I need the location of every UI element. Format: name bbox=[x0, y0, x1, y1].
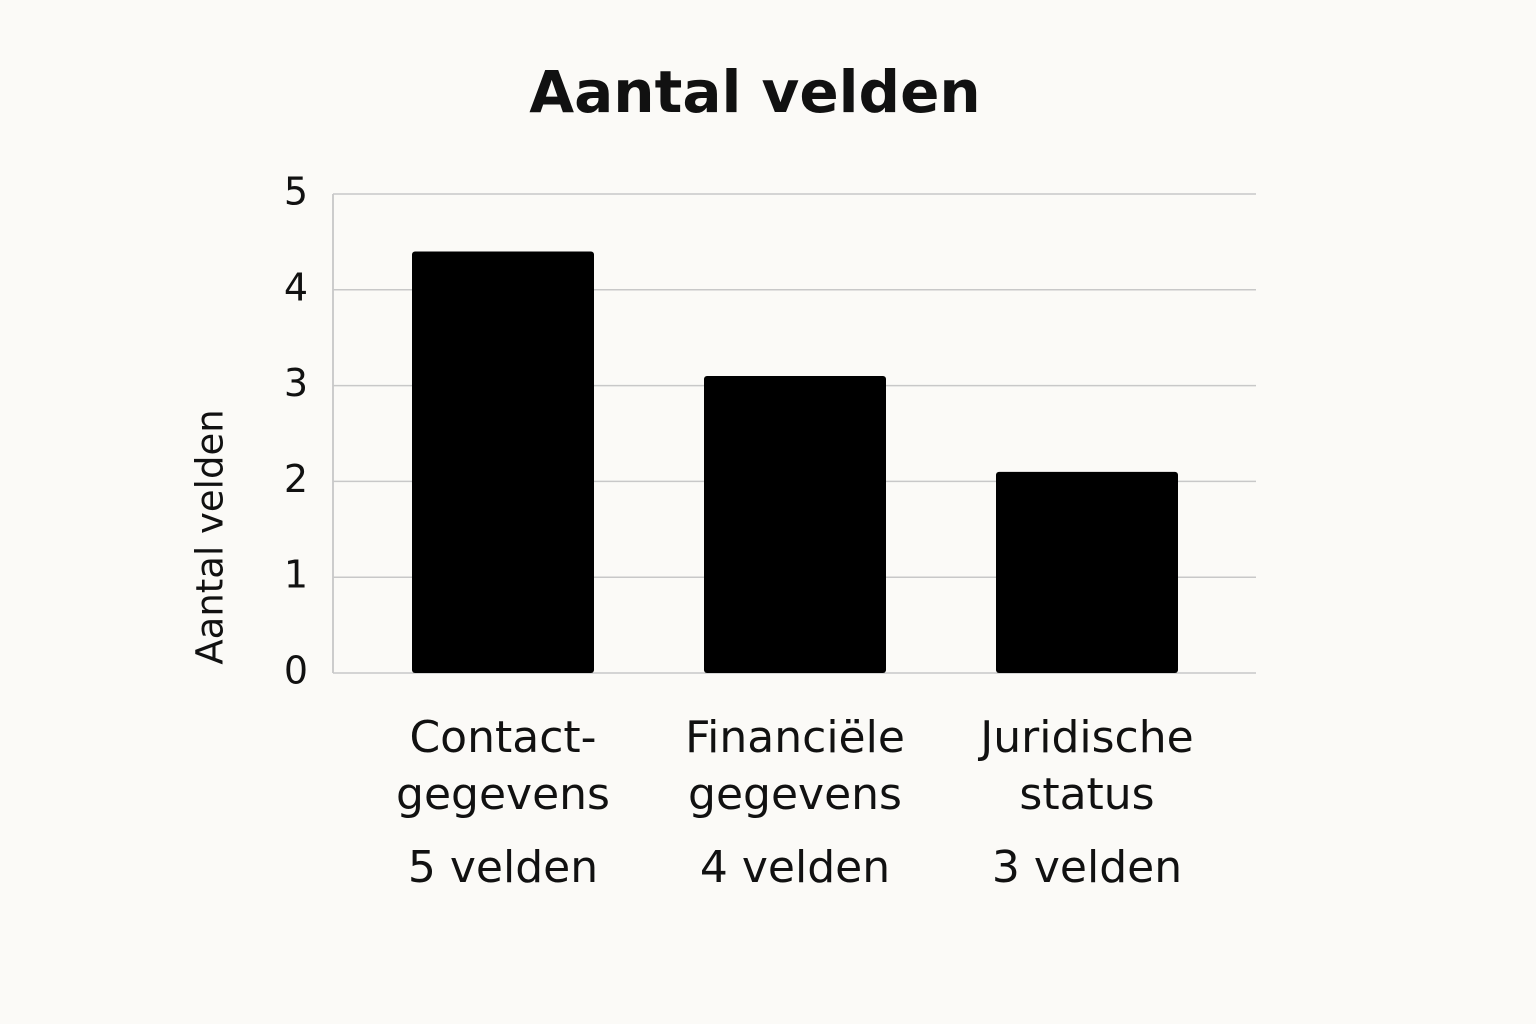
bar bbox=[996, 471, 1178, 673]
chart-title: Aantal velden bbox=[529, 58, 980, 126]
category-note: 5 velden bbox=[408, 842, 598, 893]
category-note: 3 velden bbox=[992, 842, 1182, 893]
x-tick-label: gegevens bbox=[396, 769, 610, 820]
x-tick-label: Financiële bbox=[685, 712, 905, 763]
x-tick-label: Juridische bbox=[977, 712, 1193, 763]
x-tick-label: status bbox=[1019, 769, 1154, 820]
category-note: 4 velden bbox=[700, 842, 890, 893]
y-tick-label: 3 bbox=[284, 361, 308, 405]
y-axis-label: Aantal velden bbox=[189, 409, 232, 664]
x-tick-label: gegevens bbox=[688, 769, 902, 820]
bar bbox=[704, 376, 886, 673]
y-tick-label: 1 bbox=[284, 553, 308, 597]
x-tick-label: Contact- bbox=[409, 712, 596, 763]
y-tick-label: 2 bbox=[284, 457, 308, 501]
y-tick-label: 5 bbox=[284, 170, 308, 214]
y-tick-label: 4 bbox=[284, 265, 308, 309]
bar bbox=[412, 251, 594, 674]
y-tick-label: 0 bbox=[284, 649, 308, 693]
